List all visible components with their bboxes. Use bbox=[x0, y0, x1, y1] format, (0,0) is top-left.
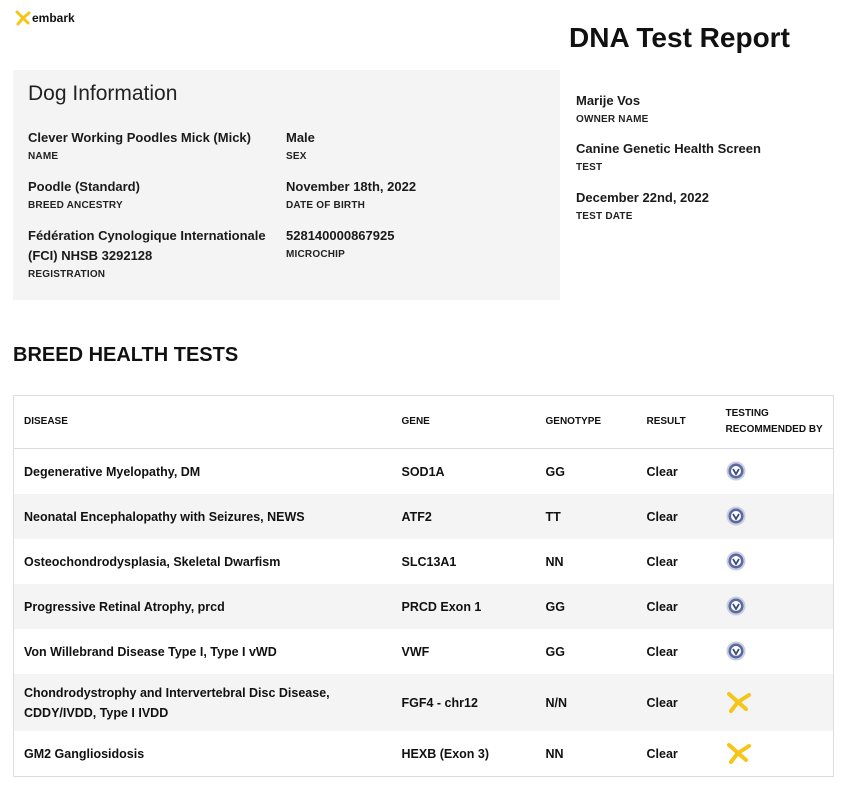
genotype: NN bbox=[545, 554, 564, 569]
gene: FGF4 - chr12 bbox=[391, 674, 536, 731]
genotype: GG bbox=[535, 584, 637, 629]
genotype: GG bbox=[545, 644, 565, 659]
field-value: November 18th, 2022 bbox=[286, 179, 417, 194]
badge-icon bbox=[726, 641, 745, 660]
genotype: NN bbox=[545, 746, 564, 761]
field-value: 528140000867925 bbox=[286, 228, 395, 243]
field-label: NAME bbox=[28, 151, 59, 162]
logo: embark bbox=[15, 10, 75, 26]
field-label: DATE OF BIRTH bbox=[286, 200, 366, 211]
gene: HEXB (Exon 3) bbox=[401, 746, 490, 761]
recommended-by bbox=[716, 449, 834, 495]
field-value: Poodle (Standard) bbox=[28, 179, 140, 194]
field-label: MICROCHIP bbox=[286, 249, 346, 260]
dog-info-panel: Dog Information Clever Working Poodles M… bbox=[13, 70, 560, 300]
result: Clear bbox=[646, 644, 678, 659]
column-header: TESTING RECOMMENDED BY bbox=[715, 395, 834, 449]
disease: Chondrodystrophy and Intervertebral Disc… bbox=[13, 674, 392, 731]
table-row: Degenerative Myelopathy, DM SOD1A GG Clear bbox=[14, 449, 834, 495]
badge-icon bbox=[726, 596, 745, 615]
field-label: TEST bbox=[576, 162, 603, 173]
result: Clear bbox=[646, 554, 678, 569]
recommended-by bbox=[716, 731, 834, 777]
table-row: Neonatal Encephalopathy with Seizures, N… bbox=[13, 494, 834, 539]
gene: VWF bbox=[401, 644, 430, 659]
field-value: Canine Genetic Health Screen bbox=[576, 141, 761, 156]
result: Clear bbox=[636, 674, 716, 731]
disease: GM2 Gangliosidosis bbox=[24, 746, 145, 761]
table-row: Chondrodystrophy and Intervertebral Disc… bbox=[13, 674, 834, 731]
column-header: GENOTYPE bbox=[535, 395, 637, 449]
recommended-by bbox=[715, 584, 834, 629]
field-value: Marije Vos bbox=[576, 93, 641, 108]
disease: Neonatal Encephalopathy with Seizures, N… bbox=[13, 494, 392, 539]
result: Clear bbox=[646, 746, 678, 761]
column-header: DISEASE bbox=[13, 395, 392, 449]
genotype: GG bbox=[545, 464, 565, 479]
recommended-by bbox=[716, 629, 834, 674]
disease: Degenerative Myelopathy, DM bbox=[24, 464, 201, 479]
genotype: TT bbox=[535, 494, 637, 539]
recommended-by bbox=[715, 494, 834, 539]
field-label: TEST DATE bbox=[576, 211, 633, 222]
field-label: OWNER NAME bbox=[576, 114, 649, 125]
column-header: GENE bbox=[391, 395, 536, 449]
logo-icon bbox=[15, 10, 31, 26]
result: Clear bbox=[636, 494, 716, 539]
disease: Von Willebrand Disease Type I, Type I vW… bbox=[24, 644, 277, 659]
badge-icon bbox=[726, 461, 745, 480]
result: Clear bbox=[646, 464, 678, 479]
health-table: DISEASE GENE GENOTYPE RESULT TESTING REC… bbox=[13, 395, 834, 777]
field-value: December 22nd, 2022 bbox=[576, 190, 709, 205]
report-title: DNA Test Report bbox=[569, 22, 790, 53]
column-header: RESULT bbox=[636, 395, 716, 449]
table-row: Von Willebrand Disease Type I, Type I vW… bbox=[14, 629, 834, 674]
badge-icon bbox=[726, 551, 745, 570]
gene: SLC13A1 bbox=[401, 554, 457, 569]
table-row: Osteochondrodysplasia, Skeletal Dwarfism… bbox=[14, 539, 834, 584]
embark-icon bbox=[726, 742, 751, 764]
gene: PRCD Exon 1 bbox=[391, 584, 536, 629]
gene: SOD1A bbox=[401, 464, 445, 479]
disease: Progressive Retinal Atrophy, prcd bbox=[13, 584, 392, 629]
recommended-by bbox=[716, 539, 834, 584]
disease: Osteochondrodysplasia, Skeletal Dwarfism bbox=[24, 554, 281, 569]
gene: ATF2 bbox=[391, 494, 536, 539]
field-value: Male bbox=[286, 130, 315, 145]
field-label: REGISTRATION bbox=[28, 269, 106, 280]
field-value: Clever Working Poodles Mick (Mick) bbox=[28, 130, 251, 145]
result: Clear bbox=[636, 584, 716, 629]
badge-icon bbox=[726, 506, 745, 525]
recommended-by bbox=[715, 674, 834, 731]
field-value: Fédération Cynologique Internationale (F… bbox=[28, 228, 266, 263]
table-row: GM2 Gangliosidosis HEXB (Exon 3) NN Clear bbox=[14, 731, 834, 777]
field-label: BREED ANCESTRY bbox=[28, 200, 123, 211]
embark-icon bbox=[726, 691, 751, 713]
field-label: SEX bbox=[286, 151, 307, 162]
dog-info-heading: Dog Information bbox=[28, 82, 178, 105]
section-heading: BREED HEALTH TESTS bbox=[13, 344, 239, 366]
table-row: Progressive Retinal Atrophy, prcd PRCD Ex… bbox=[13, 584, 834, 629]
genotype: N/N bbox=[535, 674, 637, 731]
logo-text: embark bbox=[32, 11, 75, 25]
